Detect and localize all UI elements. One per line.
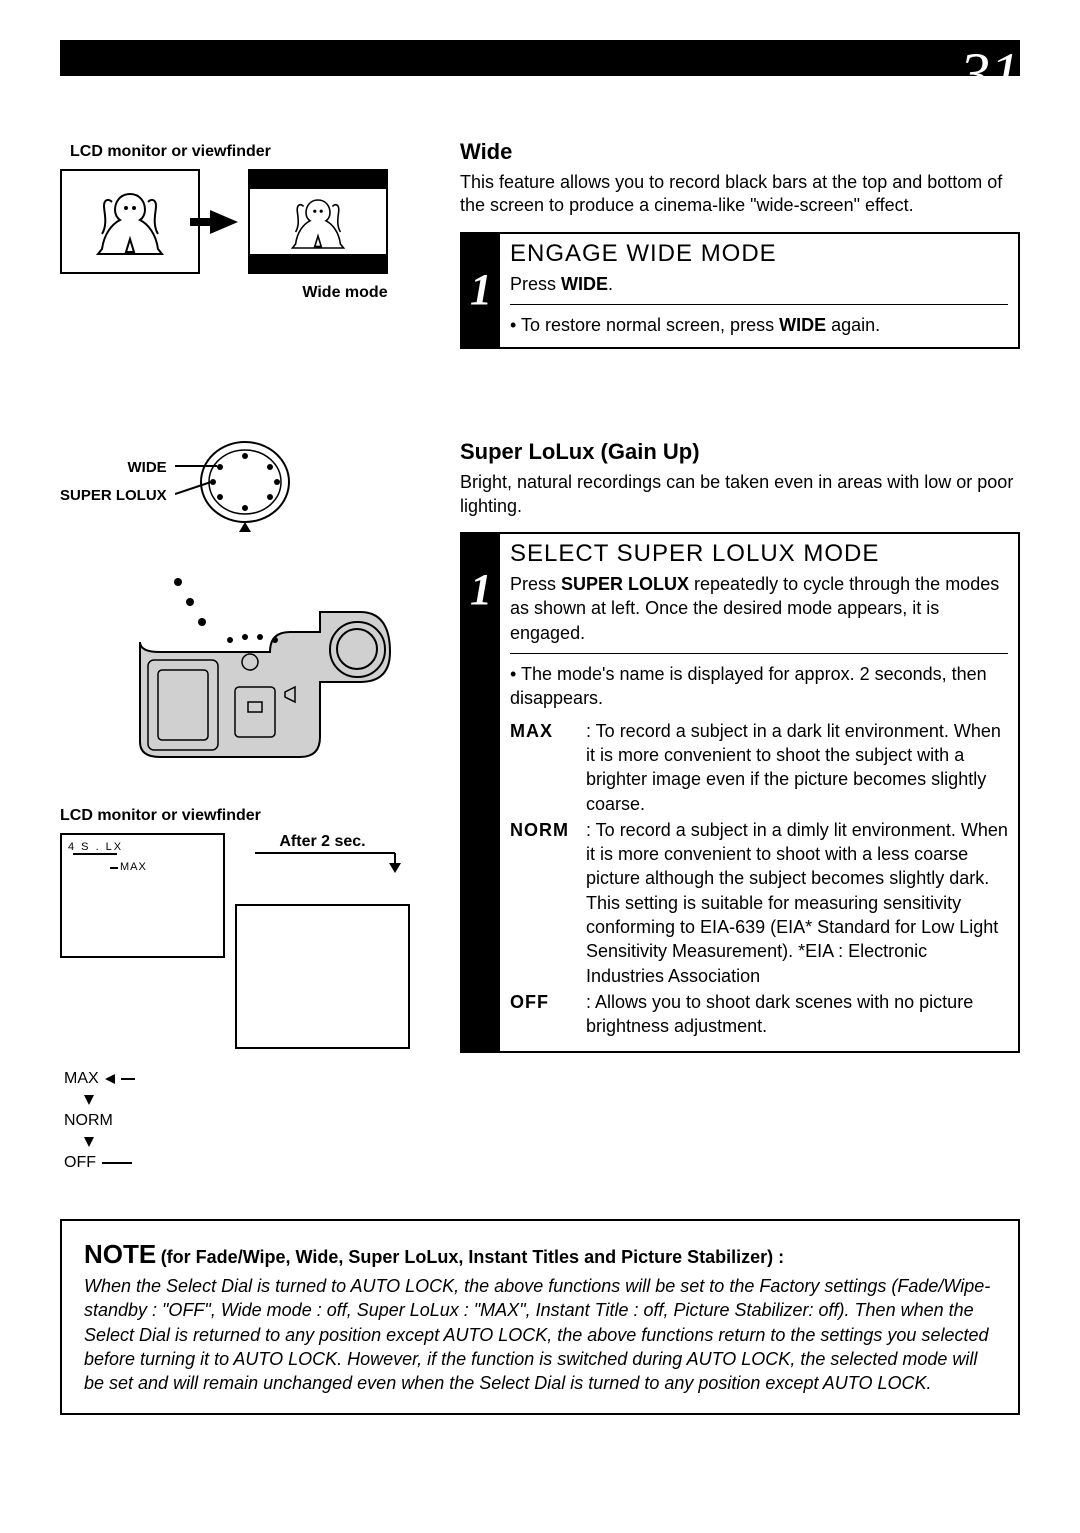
mode-off-key: OFF xyxy=(510,990,580,1039)
lolux-title: Super LoLux (Gain Up) xyxy=(460,439,1020,465)
step-num-1b: 1 xyxy=(462,568,500,612)
arrow-down-right-icon xyxy=(235,851,410,873)
person-icon-normal xyxy=(90,184,170,259)
wide-illustration xyxy=(60,169,430,274)
lcd-label-1: LCD monitor or viewfinder xyxy=(70,143,430,161)
cycle-off: OFF xyxy=(64,1147,96,1179)
empty-monitor-box xyxy=(235,904,410,1049)
lolux-body: Bright, natural recordings can be taken … xyxy=(460,471,1020,518)
lolux-step-instr: Press SUPER LOLUX repeatedly to cycle th… xyxy=(510,572,1008,653)
lolux-step-block: 1 SELECT SUPER LOLUX MODE Press SUPER LO… xyxy=(460,532,1020,1052)
lolux-step-heading: SELECT SUPER LOLUX MODE xyxy=(510,540,1008,568)
wide-step-instr: Press WIDE. xyxy=(510,272,1008,304)
camcorder-icon xyxy=(120,562,400,762)
dial-icon xyxy=(175,432,295,542)
wide-screen-illus xyxy=(248,169,388,274)
mode-norm-key: NORM xyxy=(510,818,580,988)
monitor-slx-text: 4 S . LX xyxy=(68,841,123,853)
note-title: NOTE xyxy=(84,1239,156,1269)
page-number: 31 xyxy=(960,40,1020,109)
dial-wide-label: WIDE xyxy=(60,454,167,482)
note-body: When the Select Dial is turned to AUTO L… xyxy=(84,1274,996,1395)
wide-step-heading: ENGAGE WIDE MODE xyxy=(510,240,1008,268)
wide-title: Wide xyxy=(460,139,1020,165)
step-num-1a: 1 xyxy=(462,268,500,312)
cycle-mode-list: MAX NORM OFF xyxy=(64,1063,430,1179)
page-header: EN 31 xyxy=(60,40,1020,109)
person-icon-wide xyxy=(278,192,358,252)
note-subtitle: (for Fade/Wipe, Wide, Super LoLux, Insta… xyxy=(161,1247,784,1267)
lcd-label-2: LCD monitor or viewfinder xyxy=(60,807,430,825)
wide-mode-label: Wide mode xyxy=(260,284,430,302)
wide-step-bullet: • To restore normal screen, press WIDE a… xyxy=(510,304,1008,337)
monitor-display-box: 4 S . LX MAX xyxy=(60,833,225,958)
normal-screen-illus xyxy=(60,169,200,274)
after-2sec-label: After 2 sec. xyxy=(235,833,410,851)
wide-body: This feature allows you to record black … xyxy=(460,171,1020,218)
mode-norm-desc: : To record a subject in a dimly lit env… xyxy=(586,818,1008,988)
note-box: NOTE (for Fade/Wipe, Wide, Super LoLux, … xyxy=(60,1219,1020,1415)
wide-step-block: 1 ENGAGE WIDE MODE Press WIDE. • To rest… xyxy=(460,232,1020,350)
mode-off-desc: : Allows you to shoot dark scenes with n… xyxy=(586,990,1008,1039)
cycle-max: MAX xyxy=(64,1063,99,1095)
lang-code: EN xyxy=(922,77,954,100)
mode-max-desc: : To record a subject in a dark lit envi… xyxy=(586,719,1008,816)
arrow-right-icon xyxy=(210,210,238,234)
mode-max-key: MAX xyxy=(510,719,580,816)
lolux-bullet1: • The mode's name is displayed for appro… xyxy=(510,653,1008,711)
cycle-norm: NORM xyxy=(64,1105,113,1137)
monitor-max-text: MAX xyxy=(120,861,147,873)
dial-lolux-label: SUPER LOLUX xyxy=(60,482,167,510)
